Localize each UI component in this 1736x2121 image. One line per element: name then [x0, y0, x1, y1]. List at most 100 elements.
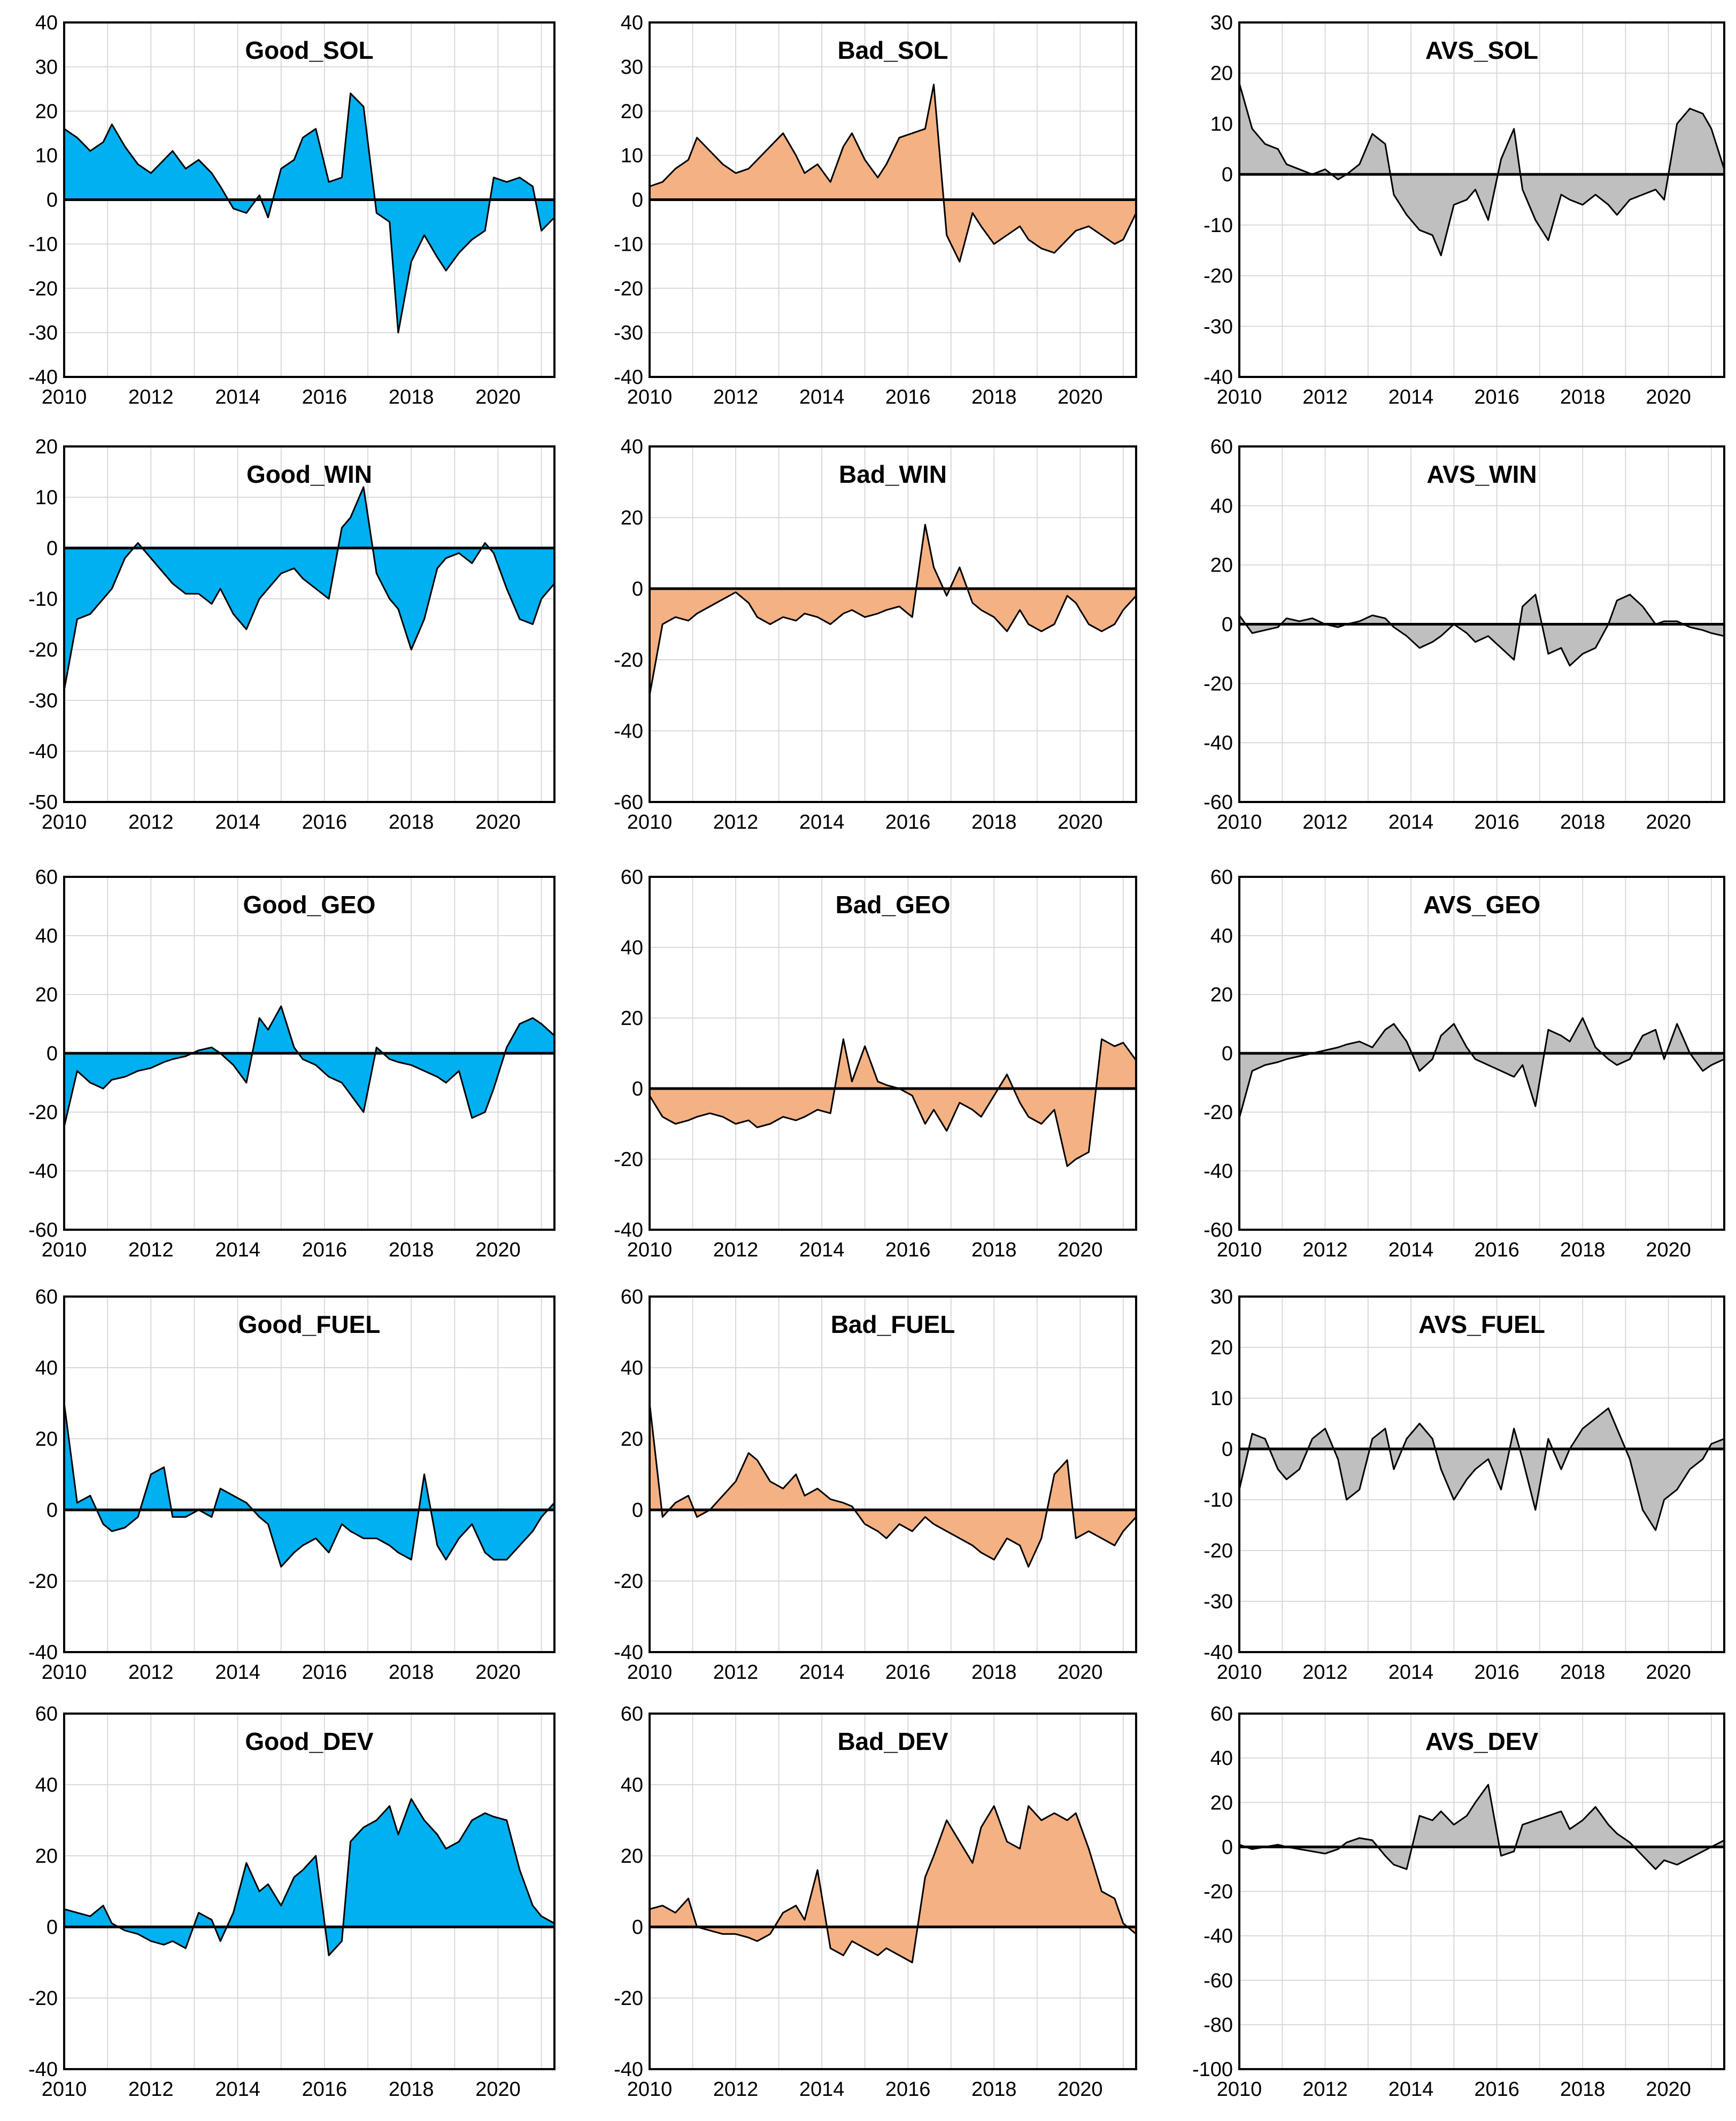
x-tick-label: 2010 [1217, 811, 1262, 834]
x-tick-label: 2016 [885, 1661, 931, 1684]
y-tick-label: -40 [614, 1641, 643, 1664]
y-tick-label: 60 [1210, 436, 1233, 458]
y-tick-label: -40 [1203, 732, 1233, 754]
area-fill [650, 1039, 1136, 1167]
x-tick-label: 2016 [302, 2078, 348, 2101]
y-tick-label: -50 [28, 791, 58, 814]
y-tick-label: 20 [1210, 1337, 1233, 1359]
x-tick-label: 2012 [128, 811, 174, 834]
plot-frame [1238, 445, 1725, 803]
y-tick-label: -80 [1203, 2014, 1233, 2037]
y-tick-label: 0 [47, 537, 58, 560]
x-tick-label: 2020 [475, 811, 521, 834]
y-tick-label: 10 [35, 145, 58, 167]
y-tick-label: -40 [28, 741, 58, 763]
series-line [63, 486, 555, 691]
series-line [64, 1798, 555, 1956]
y-tick-label: -20 [28, 277, 58, 300]
y-tick-label: 40 [1210, 925, 1233, 947]
x-tick-label: 2014 [215, 386, 260, 408]
y-tick-label: -20 [1203, 1881, 1233, 1903]
y-tick-label: -20 [614, 649, 643, 672]
x-tick-label: 2018 [971, 2078, 1017, 2101]
x-tick-label: 2014 [1388, 1239, 1434, 1261]
series-line [649, 523, 1137, 696]
y-tick-label: 10 [1210, 113, 1233, 135]
chart-bad_win: -60 -40 -20 0 20 40 2010 2012 2014 2016 2018 2020 Ba… [614, 436, 1137, 834]
x-tick-label: 2020 [1646, 2078, 1691, 2101]
area-fill [1239, 1018, 1724, 1118]
y-tick-label: 20 [1210, 554, 1233, 577]
x-tick-label: 2018 [389, 811, 434, 834]
x-tick-label: 2016 [302, 1661, 348, 1684]
y-tick-label: 60 [35, 1703, 58, 1725]
plot-frame [1238, 21, 1725, 378]
plot-area [650, 446, 1136, 802]
y-tick-label: 40 [35, 12, 58, 34]
x-tick-label: 2018 [389, 1239, 434, 1261]
x-tick-label: 2010 [627, 1661, 673, 1684]
chart-bad_fuel: -40 -20 0 20 40 60 2010 2012 2014 2016 2018 2020 Bad… [614, 1286, 1137, 1684]
chart-title: AVS_WIN [1426, 460, 1537, 488]
area-fill [64, 1006, 554, 1127]
x-tick-label: 2018 [1560, 1661, 1606, 1684]
x-tick-label: 2018 [389, 1661, 434, 1684]
y-tick-label: 0 [632, 1499, 643, 1522]
y-tick-label: 20 [35, 984, 58, 1006]
series-line [1238, 1407, 1725, 1531]
plot-frame [649, 1295, 1137, 1653]
chart-title: Good_FUEL [238, 1310, 381, 1338]
y-tick-label: -60 [1203, 791, 1233, 814]
plot-area [64, 1297, 554, 1652]
x-tick-label: 2018 [1560, 1239, 1606, 1261]
y-tick-label: 30 [35, 56, 58, 79]
x-tick-label: 2010 [42, 1239, 87, 1261]
plot-frame [649, 1713, 1137, 2070]
chart-title: Bad_DEV [837, 1727, 948, 1755]
x-tick-label: 2014 [215, 1239, 260, 1261]
chart-avs_sol: -40 -30 -20 -10 0 10 20 30 2010 2012 2014 2016 2018 2… [1203, 12, 1725, 408]
x-tick-label: 2012 [1302, 1661, 1348, 1684]
area-fill [64, 93, 554, 333]
plot-frame [63, 445, 555, 803]
area-fill [64, 1403, 554, 1567]
x-tick-label: 2018 [1560, 2078, 1606, 2101]
y-tick-label: -60 [1203, 1219, 1233, 1241]
y-tick-label: 10 [1210, 1387, 1233, 1410]
x-tick-label: 2010 [42, 386, 87, 408]
x-tick-label: 2010 [1217, 2078, 1262, 2101]
chart-bad_geo: -40 -20 0 20 40 60 2010 2012 2014 2016 2018 2020 Bad… [614, 866, 1137, 1261]
x-tick-label: 2016 [885, 1239, 931, 1261]
y-tick-label: 40 [621, 12, 643, 34]
y-tick-label: 20 [1210, 1792, 1233, 1814]
area-fill [650, 1806, 1136, 1963]
y-tick-label: 20 [35, 436, 58, 458]
y-tick-label: -10 [1203, 1489, 1233, 1511]
y-tick-label: -40 [28, 1160, 58, 1183]
y-tick-label: 40 [1210, 1747, 1233, 1770]
x-tick-label: 2012 [1302, 811, 1348, 834]
x-tick-label: 2014 [799, 1661, 845, 1684]
plot-frame [1238, 1713, 1725, 2070]
plot-frame [649, 876, 1137, 1231]
plot-frame [63, 21, 555, 378]
x-tick-label: 2020 [1646, 811, 1691, 834]
chart-avs_dev: -100 -80 -60 -40 -20 0 20 40 60 2010 2012 2014 2016 2… [1192, 1703, 1725, 2101]
x-tick-label: 2010 [42, 811, 87, 834]
y-tick-label: -40 [614, 720, 643, 743]
y-tick-label: 20 [35, 101, 58, 123]
x-tick-label: 2016 [302, 386, 348, 408]
chart-title: Good_SOL [245, 36, 373, 64]
area-fill [1239, 1785, 1724, 1869]
x-tick-label: 2020 [1058, 1239, 1103, 1261]
chart-title: Bad_SOL [837, 36, 948, 64]
chart-title: Bad_FUEL [831, 1310, 955, 1338]
plot-area [650, 877, 1136, 1230]
x-tick-label: 2016 [885, 386, 931, 408]
x-tick-label: 2010 [627, 1239, 673, 1261]
plot-frame [1238, 1295, 1725, 1653]
y-tick-label: 40 [35, 1774, 58, 1796]
y-tick-label: -30 [28, 322, 58, 344]
y-tick-label: 20 [621, 1845, 643, 1868]
